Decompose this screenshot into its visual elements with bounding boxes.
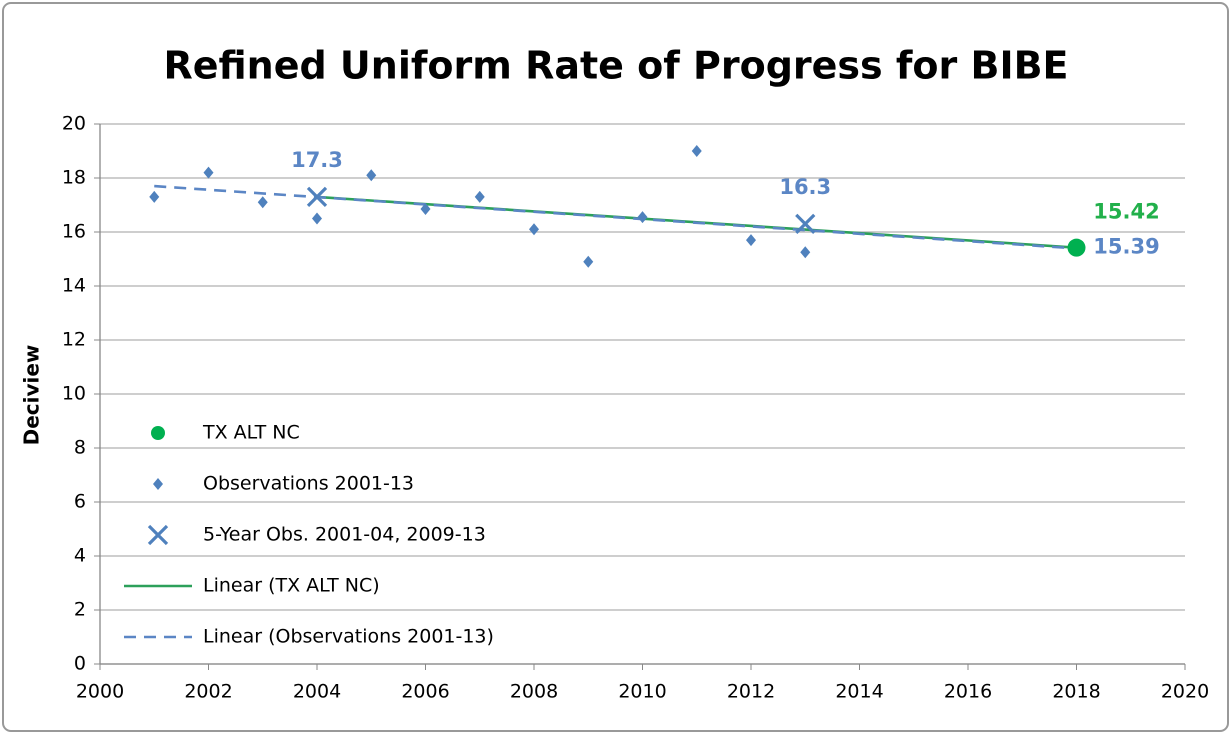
point bbox=[203, 166, 214, 179]
point bbox=[474, 190, 485, 203]
data-label: 17.3 bbox=[291, 148, 343, 172]
x-tick-label: 2000 bbox=[76, 681, 124, 703]
y-tick-label: 14 bbox=[62, 275, 86, 297]
y-tick-label: 4 bbox=[74, 545, 86, 567]
y-tick-label: 8 bbox=[74, 437, 86, 459]
legend-label: 5-Year Obs. 2001-04, 2009-13 bbox=[203, 524, 486, 546]
point bbox=[312, 212, 322, 225]
point bbox=[637, 211, 648, 224]
x-tick-label: 2020 bbox=[1161, 681, 1209, 703]
point bbox=[795, 213, 816, 235]
point bbox=[420, 203, 431, 216]
x-tick-label: 2016 bbox=[944, 681, 992, 703]
legend-label: TX ALT NC bbox=[202, 422, 300, 444]
trend-line bbox=[154, 184, 1077, 250]
legend-marker bbox=[151, 426, 165, 440]
x-tick-label: 2006 bbox=[401, 681, 449, 703]
x-tick-label: 2012 bbox=[727, 681, 775, 703]
point bbox=[691, 145, 702, 157]
y-tick-label: 18 bbox=[62, 167, 86, 189]
legend-label: Linear (Observations 2001-13) bbox=[203, 626, 494, 648]
point bbox=[1067, 238, 1086, 257]
data-label: 15.39 bbox=[1093, 234, 1159, 258]
y-tick-label: 2 bbox=[74, 599, 86, 621]
point bbox=[529, 223, 539, 236]
legend-marker bbox=[153, 478, 163, 490]
x-tick-label: 2010 bbox=[618, 681, 666, 703]
point bbox=[583, 255, 594, 268]
y-tick-label: 10 bbox=[62, 383, 86, 405]
x-tick-label: 2008 bbox=[510, 681, 558, 703]
point bbox=[746, 234, 756, 247]
point bbox=[257, 196, 268, 209]
point bbox=[149, 190, 160, 203]
x-tick-label: 2004 bbox=[293, 681, 341, 703]
x-tick-label: 2018 bbox=[1052, 681, 1100, 703]
data-label: 16.3 bbox=[779, 175, 831, 199]
legend-label: Observations 2001-13 bbox=[203, 473, 414, 495]
y-axis-label: Deciview bbox=[20, 345, 44, 446]
y-tick-label: 16 bbox=[62, 221, 86, 243]
x-tick-label: 2002 bbox=[184, 681, 232, 703]
point bbox=[306, 186, 328, 208]
point bbox=[366, 169, 377, 182]
point bbox=[800, 246, 811, 259]
legend-label: Linear (TX ALT NC) bbox=[203, 575, 380, 597]
y-tick-label: 6 bbox=[74, 491, 86, 513]
y-tick-label: 12 bbox=[62, 329, 86, 351]
y-tick-label: 0 bbox=[74, 653, 86, 675]
legend-marker bbox=[147, 524, 169, 546]
x-tick-label: 2014 bbox=[835, 681, 883, 703]
y-tick-label: 20 bbox=[62, 113, 86, 135]
data-label: 15.42 bbox=[1093, 200, 1159, 224]
chart-title: Refined Uniform Rate of Progress for BIB… bbox=[163, 44, 1068, 88]
